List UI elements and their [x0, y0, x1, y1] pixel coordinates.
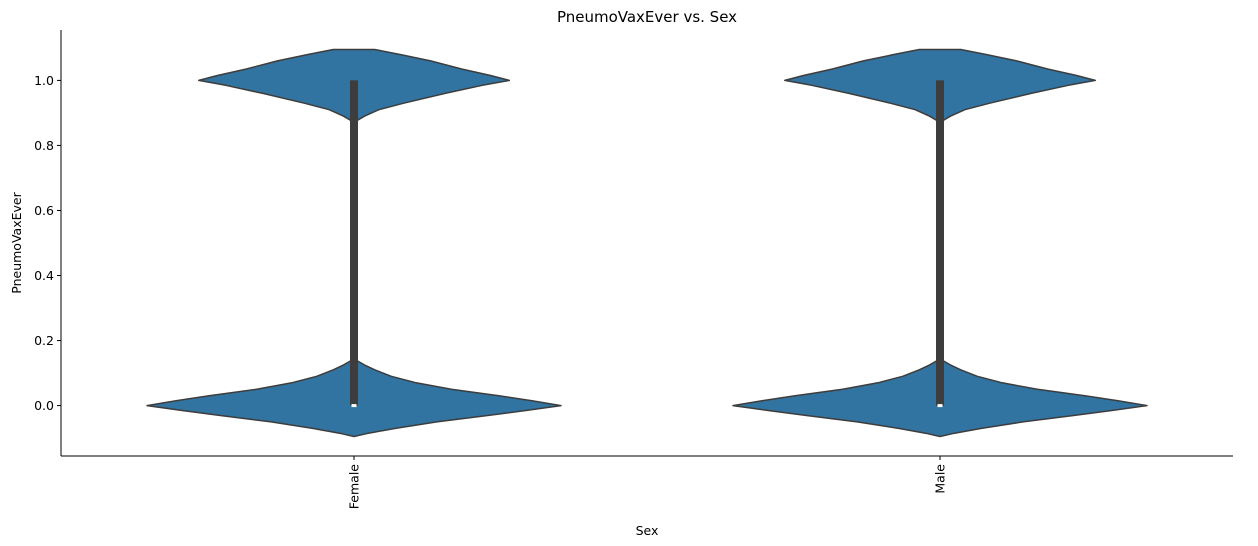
violins-layer: [146, 48, 1148, 438]
y-tick-label: 0.8: [34, 138, 54, 153]
y-tick-label: 0.4: [34, 268, 54, 283]
y-tick-label: 0.2: [34, 333, 54, 348]
y-tick-label: 0.0: [34, 398, 54, 413]
y-tick-label: 0.6: [34, 203, 54, 218]
iqr-box: [936, 80, 944, 406]
x-tick-label: Male: [933, 464, 948, 494]
median-marker: [351, 404, 357, 408]
x-tick-label: Female: [347, 464, 362, 510]
y-axis-label: PneumoVaxEver: [9, 191, 24, 293]
x-axis-label: Sex: [636, 523, 659, 538]
median-marker: [937, 404, 943, 408]
y-tick-label: 1.0: [34, 73, 54, 88]
x-axis: Female Male: [347, 456, 948, 509]
y-axis: 0.0 0.2 0.4 0.6 0.8 1.0: [34, 73, 61, 413]
chart-title: PneumoVaxEver vs. Sex: [557, 8, 737, 26]
iqr-box: [350, 80, 358, 406]
